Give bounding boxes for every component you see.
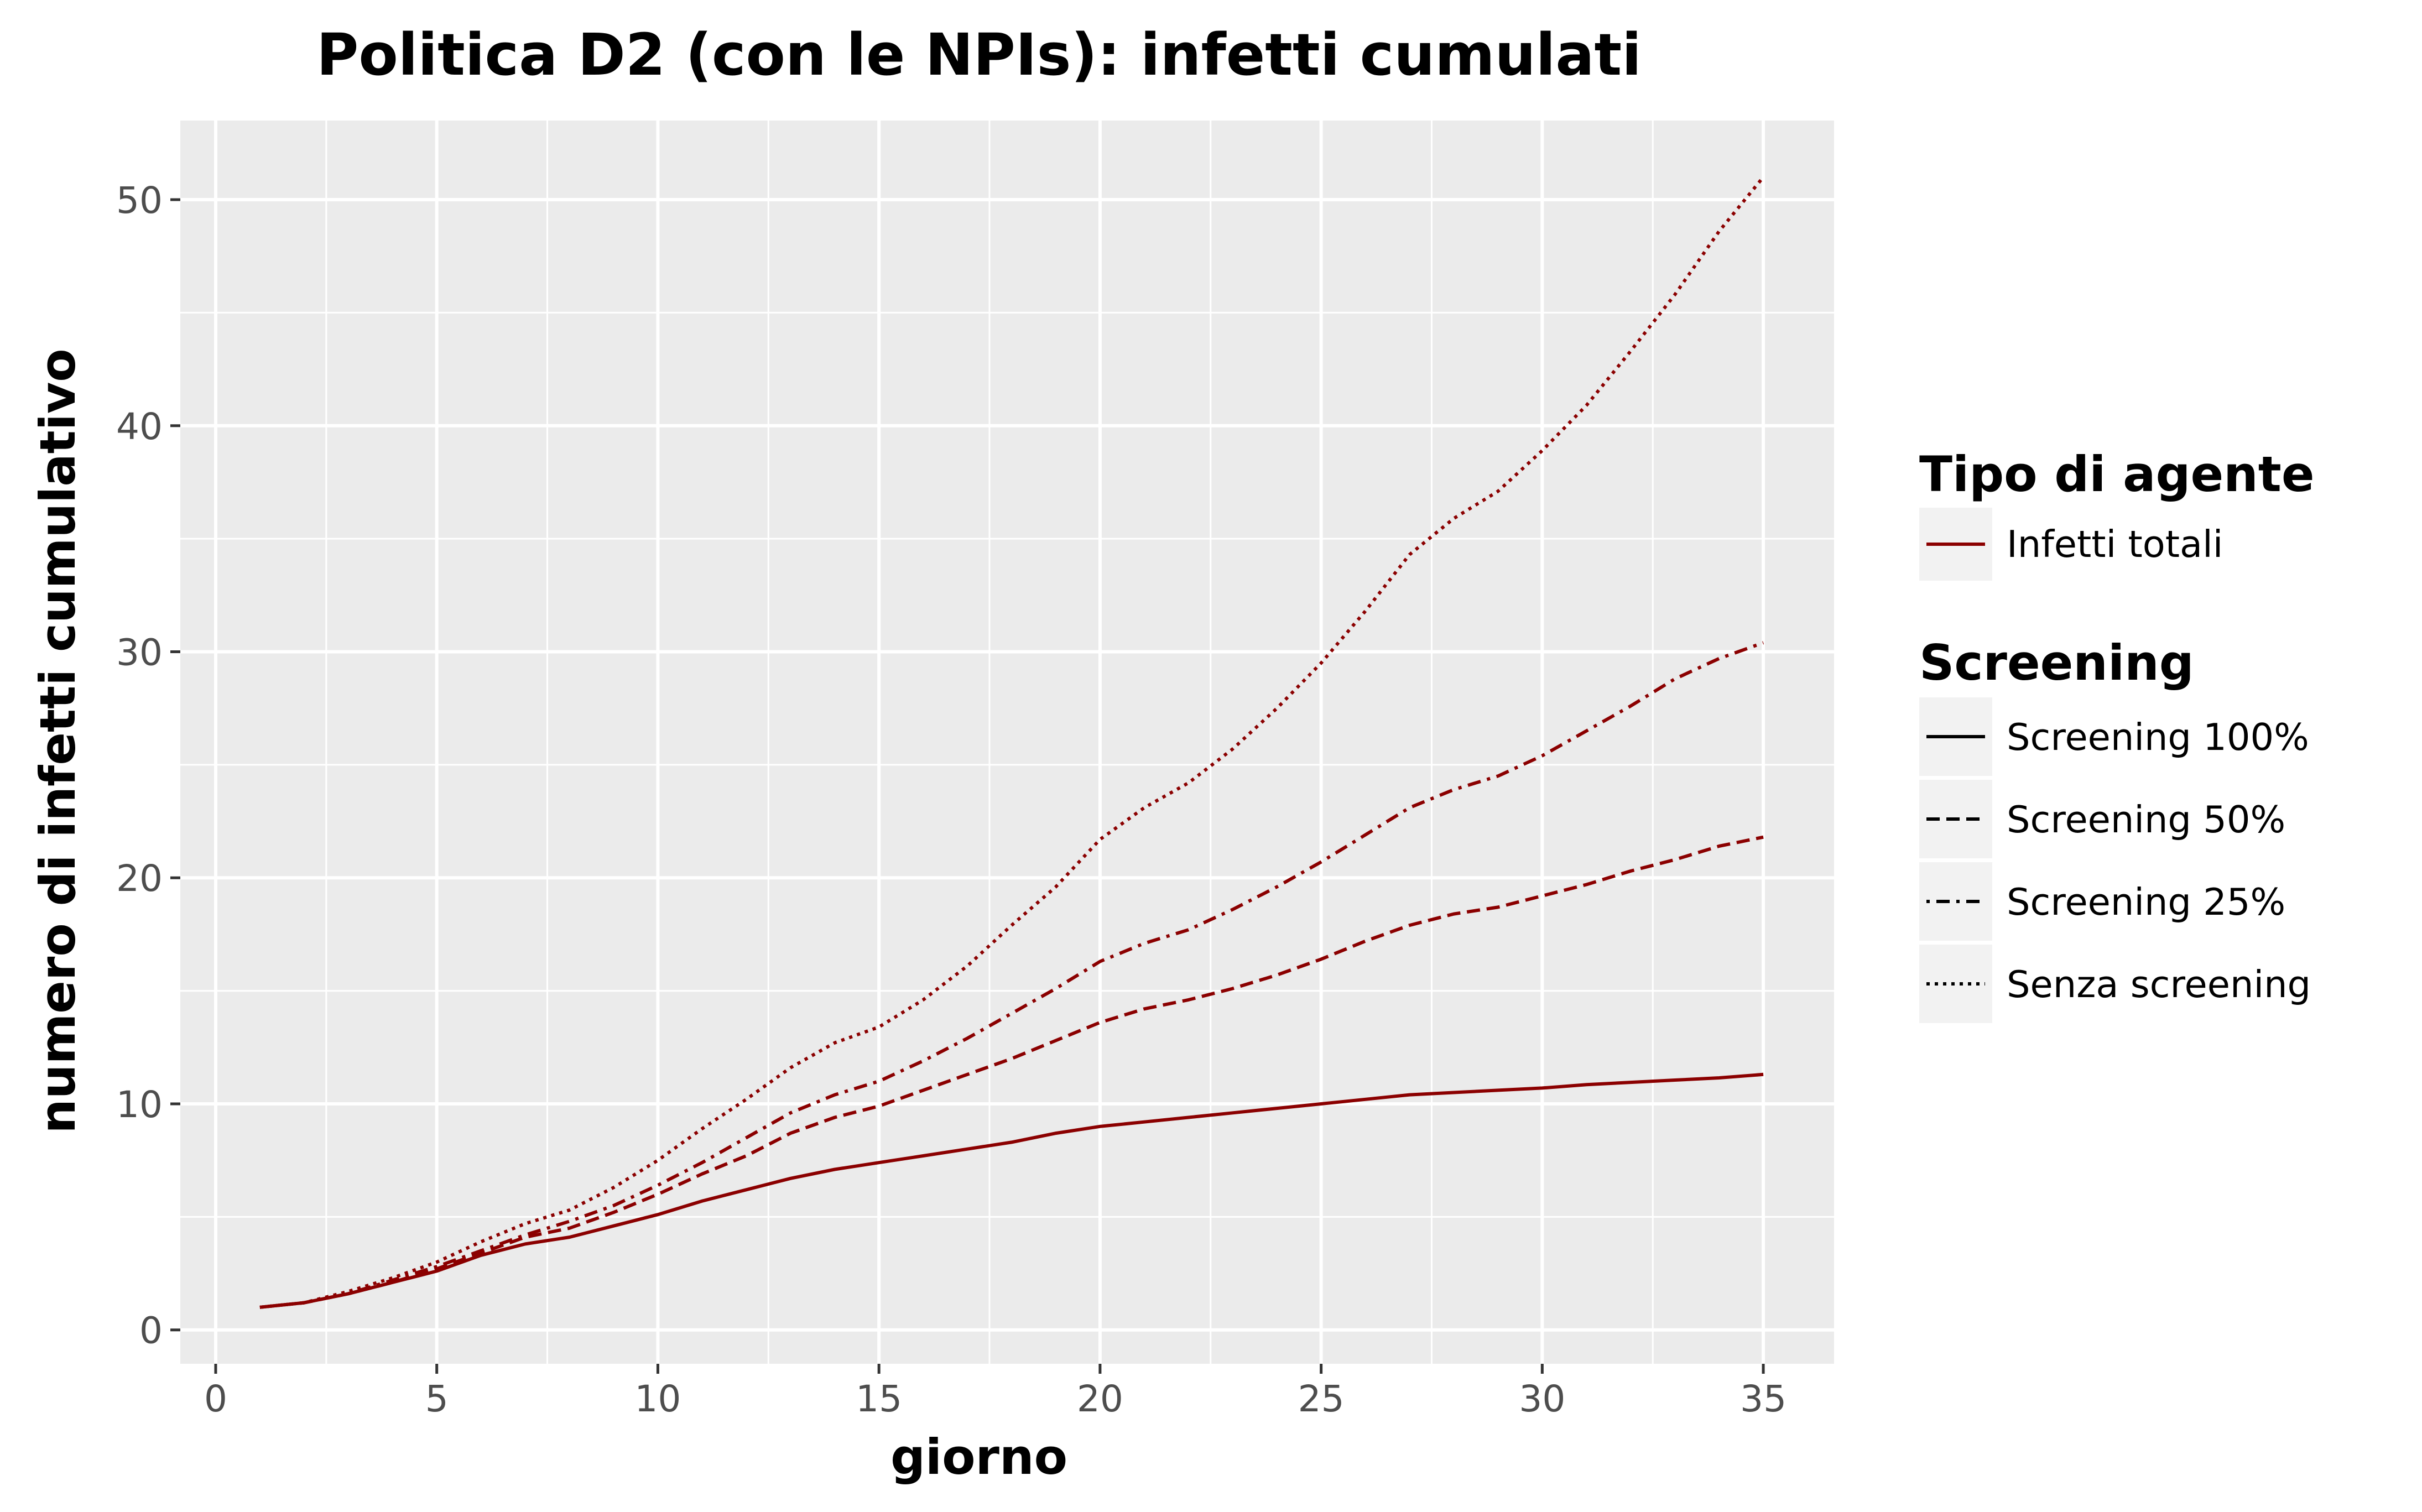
series-line-0 — [259, 1072, 1764, 1309]
x-tick-label: 5 — [425, 1378, 449, 1420]
y-tick-label: 50 — [116, 179, 163, 222]
x-tick-label: 30 — [1519, 1378, 1565, 1420]
x-tick-label: 20 — [1077, 1378, 1123, 1420]
x-axis-title: giorno — [890, 1428, 1067, 1485]
legend-key-screening-25 — [1919, 862, 1992, 941]
y-tick-label: 20 — [116, 857, 163, 900]
grid-lines — [180, 121, 1834, 1364]
y-tick-label: 10 — [116, 1083, 163, 1126]
x-tick-label: 0 — [204, 1378, 227, 1420]
legend-label-screening-100: Screening 100% — [2007, 716, 2309, 759]
series-line-3 — [259, 176, 1765, 1309]
legend-label-screening-50: Screening 50% — [2007, 798, 2285, 841]
y-tick-label: 30 — [116, 632, 163, 674]
legend: Tipo di agente Infetti totali Screening … — [1919, 446, 2315, 1023]
x-tick-label: 15 — [856, 1378, 902, 1420]
y-axis-title: numero di infetti cumulativo — [29, 348, 86, 1133]
legend-label-screening-25: Screening 25% — [2007, 880, 2285, 924]
x-tick-labels: 0 5 10 15 20 25 30 35 — [204, 1378, 1786, 1420]
series-line-1 — [259, 835, 1764, 1309]
legend-linetype-title: Screening — [1919, 634, 2194, 691]
axis-ticks — [170, 198, 1765, 1374]
legend-color-title: Tipo di agente — [1919, 446, 2315, 503]
y-tick-label: 40 — [116, 405, 163, 448]
legend-label-senza-screening: Senza screening — [2007, 963, 2311, 1006]
y-tick-labels: 0 10 20 30 40 50 — [116, 179, 163, 1352]
series-line-2 — [259, 641, 1764, 1309]
legend-label-infetti-totali: Infetti totali — [2007, 523, 2223, 566]
x-tick-label: 10 — [634, 1378, 681, 1420]
series-lines — [259, 176, 1765, 1309]
legend-key-senza-screening — [1919, 945, 1992, 1023]
y-tick-label: 0 — [139, 1310, 163, 1352]
x-tick-label: 25 — [1298, 1378, 1345, 1420]
plot-panel — [180, 121, 1834, 1364]
chart-title: Politica D2 (con le NPIs): infetti cumul… — [316, 21, 1642, 88]
x-tick-label: 35 — [1740, 1378, 1786, 1420]
